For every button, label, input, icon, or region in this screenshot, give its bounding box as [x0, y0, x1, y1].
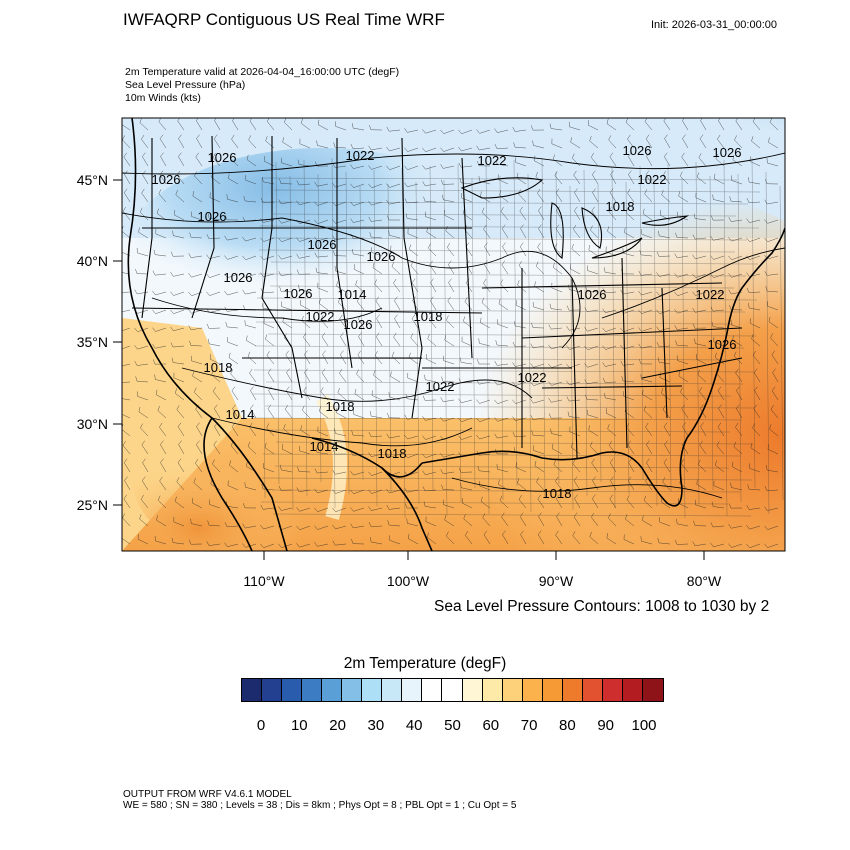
slp-label: 1026: [713, 145, 742, 160]
lon-tick-label: 80°W: [687, 573, 722, 589]
slp-label: 1018: [378, 446, 407, 461]
slp-label: 1026: [152, 172, 181, 187]
slp-label: 1022: [696, 287, 725, 302]
colorbar-swatch: [582, 679, 603, 701]
slp-label: 1026: [623, 143, 652, 158]
lat-tick-label: 25°N: [77, 497, 108, 513]
slp-label: 1026: [208, 150, 237, 165]
colorbar-swatch: [242, 679, 263, 701]
colorbar-tick-label: 70: [520, 717, 538, 734]
field-10m-winds: 10m Winds (kts): [125, 92, 201, 104]
colorbar-tick-label: 90: [597, 717, 615, 734]
colorbar-swatch: [382, 679, 403, 701]
slp-label: 1026: [344, 317, 373, 332]
colorbar-swatch: [542, 679, 563, 701]
lat-tick-label: 40°N: [77, 253, 108, 269]
slp-label: 1018: [204, 360, 233, 375]
slp-label: 1022: [638, 172, 667, 187]
colorbar-swatch: [402, 679, 423, 701]
colorbar-swatch: [622, 679, 643, 701]
footer-config: WE = 580 ; SN = 380 ; Levels = 38 ; Dis …: [123, 800, 517, 811]
colorbar-tick-label: 20: [329, 717, 346, 734]
slp-label: 1026: [578, 287, 607, 302]
colorbar-tick-label: 0: [256, 717, 266, 734]
slp-label: 1018: [414, 309, 443, 324]
contour-note: Sea Level Pressure Contours: 1008 to 103…: [434, 598, 770, 615]
colorbar-swatch: [442, 679, 463, 701]
slp-label: 1014: [226, 407, 255, 422]
temperature-colorbar: [241, 678, 664, 702]
colorbar-swatch: [502, 679, 523, 701]
chart-title: IWFAQRP Contiguous US Real Time WRF: [123, 10, 445, 29]
colorbar-swatch: [522, 679, 543, 701]
slp-label: 1026: [284, 286, 313, 301]
colorbar-swatch: [562, 679, 583, 701]
field-temperature: 2m Temperature valid at 2026-04-04_16:00…: [125, 66, 400, 78]
colorbar-title: 2m Temperature (degF): [343, 655, 507, 672]
longitude-axis: 110°W 100°W 90°W 80°W: [243, 551, 722, 589]
colorbar-tick-label: 80: [559, 717, 576, 734]
colorbar-swatch: [462, 679, 483, 701]
colorbar-swatch: [302, 679, 323, 701]
colorbar-swatch: [262, 679, 283, 701]
lon-tick-label: 90°W: [539, 573, 574, 589]
slp-label: 1026: [308, 237, 337, 252]
slp-label: 1018: [543, 486, 572, 501]
weather-map: 1026 1022 1022 1026 1026 1022 1026 1026 1026 1026…: [122, 118, 785, 551]
colorbar-tick-label: 50: [444, 717, 461, 734]
colorbar-tick-label: 30: [367, 717, 385, 734]
slp-label: 1026: [198, 209, 227, 224]
slp-label: 1022: [518, 370, 547, 385]
colorbar-swatch: [602, 679, 623, 701]
slp-label: 1018: [606, 199, 635, 214]
lon-tick-label: 100°W: [387, 573, 430, 589]
colorbar-swatch: [642, 679, 663, 701]
colorbar-swatch: [282, 679, 303, 701]
slp-label: 1022: [306, 309, 335, 324]
slp-label: 1014: [338, 287, 367, 302]
lon-tick-label: 110°W: [243, 573, 285, 589]
colorbar-swatch: [342, 679, 363, 701]
colorbar-tick-label: 10: [290, 717, 308, 734]
field-sea-level-pressure: Sea Level Pressure (hPa): [125, 79, 246, 91]
slp-label: 1022: [478, 153, 507, 168]
colorbar-tick-label: 100: [631, 717, 657, 734]
slp-label: 1018: [326, 399, 355, 414]
footer-model: OUTPUT FROM WRF V4.6.1 MODEL: [123, 789, 292, 800]
colorbar-tick-label: 60: [482, 717, 500, 734]
slp-label: 1022: [346, 148, 375, 163]
slp-label: 1026: [224, 270, 253, 285]
init-time: Init: 2026-03-31_00:00:00: [651, 19, 777, 31]
lat-tick-label: 45°N: [77, 172, 108, 188]
colorbar-swatch: [422, 679, 443, 701]
slp-label: 1026: [708, 337, 737, 352]
slp-label: 1014: [310, 439, 339, 454]
slp-label: 1026: [367, 249, 396, 264]
lat-tick-label: 35°N: [77, 334, 108, 350]
colorbar-swatch: [362, 679, 383, 701]
slp-label: 1022: [426, 379, 455, 394]
colorbar-swatch: [482, 679, 503, 701]
colorbar-tick-label: 40: [405, 717, 423, 734]
latitude-axis: 45°N 40°N 35°N 30°N 25°N: [77, 172, 122, 513]
lat-tick-label: 30°N: [77, 416, 108, 432]
colorbar-swatch: [322, 679, 343, 701]
